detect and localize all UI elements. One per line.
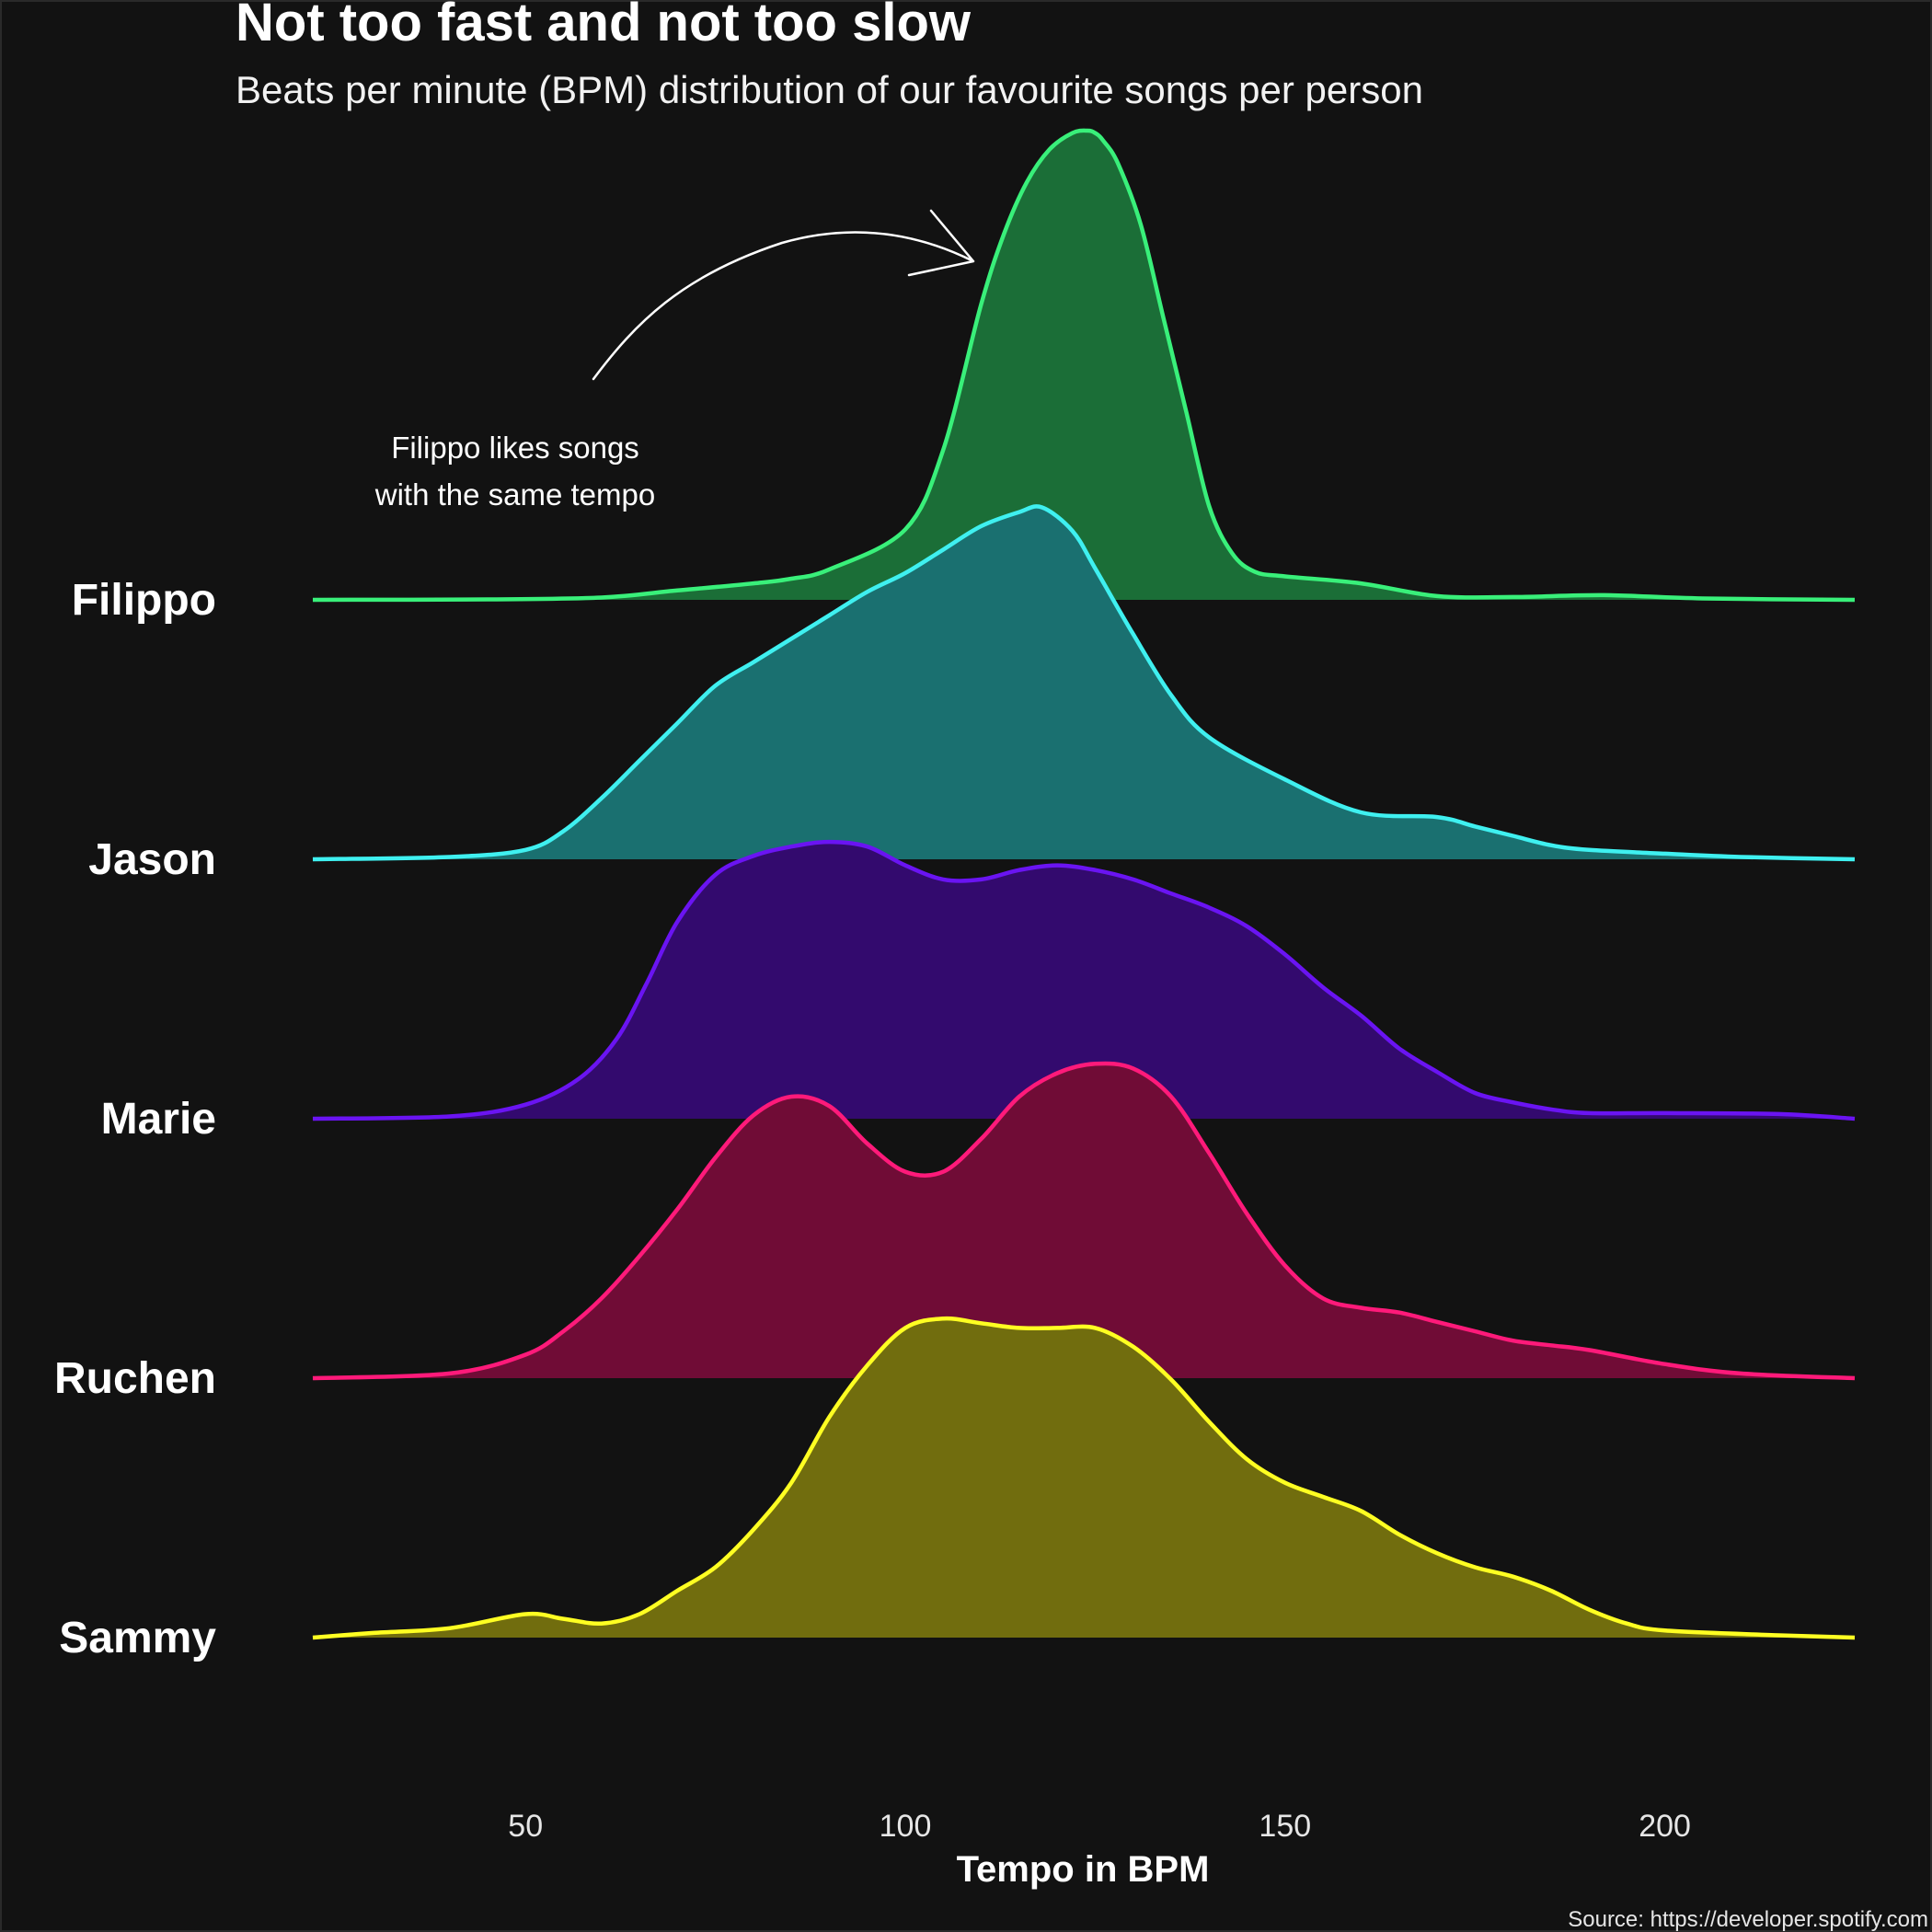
x-axis-label: Tempo in BPM xyxy=(957,1849,1210,1890)
annotation-line-2: with the same tempo xyxy=(374,477,655,512)
ridge-line-ruchen xyxy=(312,1061,1856,1381)
x-tick-label-100: 100 xyxy=(880,1809,932,1844)
chart-subtitle: Beats per minute (BPM) distribution of o… xyxy=(236,68,1423,111)
ridge-line-marie xyxy=(312,839,1856,1121)
annotation-group: Filippo likes songs with the same tempo xyxy=(374,209,975,512)
series-label-filippo: Filippo xyxy=(72,576,216,625)
ridge-area-marie xyxy=(313,842,1855,1119)
annotation-line-1: Filippo likes songs xyxy=(391,431,639,465)
ridge-line-filippo xyxy=(312,128,1856,603)
x-tick-label-150: 150 xyxy=(1259,1809,1311,1844)
series-label-ruchen: Ruchen xyxy=(54,1354,216,1403)
ridge-area-sammy xyxy=(313,1318,1855,1638)
annotation-arrow-icon xyxy=(592,209,975,381)
series-label-sammy: Sammy xyxy=(59,1614,216,1662)
x-tick-label-200: 200 xyxy=(1639,1809,1691,1844)
x-tick-label-50: 50 xyxy=(508,1809,543,1844)
ridge-area-jason xyxy=(313,506,1855,859)
series-label-marie: Marie xyxy=(101,1095,216,1144)
ridge-area-ruchen xyxy=(313,1063,1855,1378)
ridge-line-sammy xyxy=(312,1316,1856,1640)
ridge-area-filippo xyxy=(313,130,1855,600)
ridge-line-jason xyxy=(312,504,1856,862)
x-axis: 50 100 150 200 xyxy=(508,1809,1691,1844)
source-caption: Source: https://developer.spotify.com xyxy=(1568,1907,1928,1932)
ridges-group: Filippo Jason Marie Ruchen Sammy xyxy=(54,128,1856,1662)
series-label-jason: Jason xyxy=(88,835,216,884)
chart-title: Not too fast and not too slow xyxy=(236,0,972,52)
